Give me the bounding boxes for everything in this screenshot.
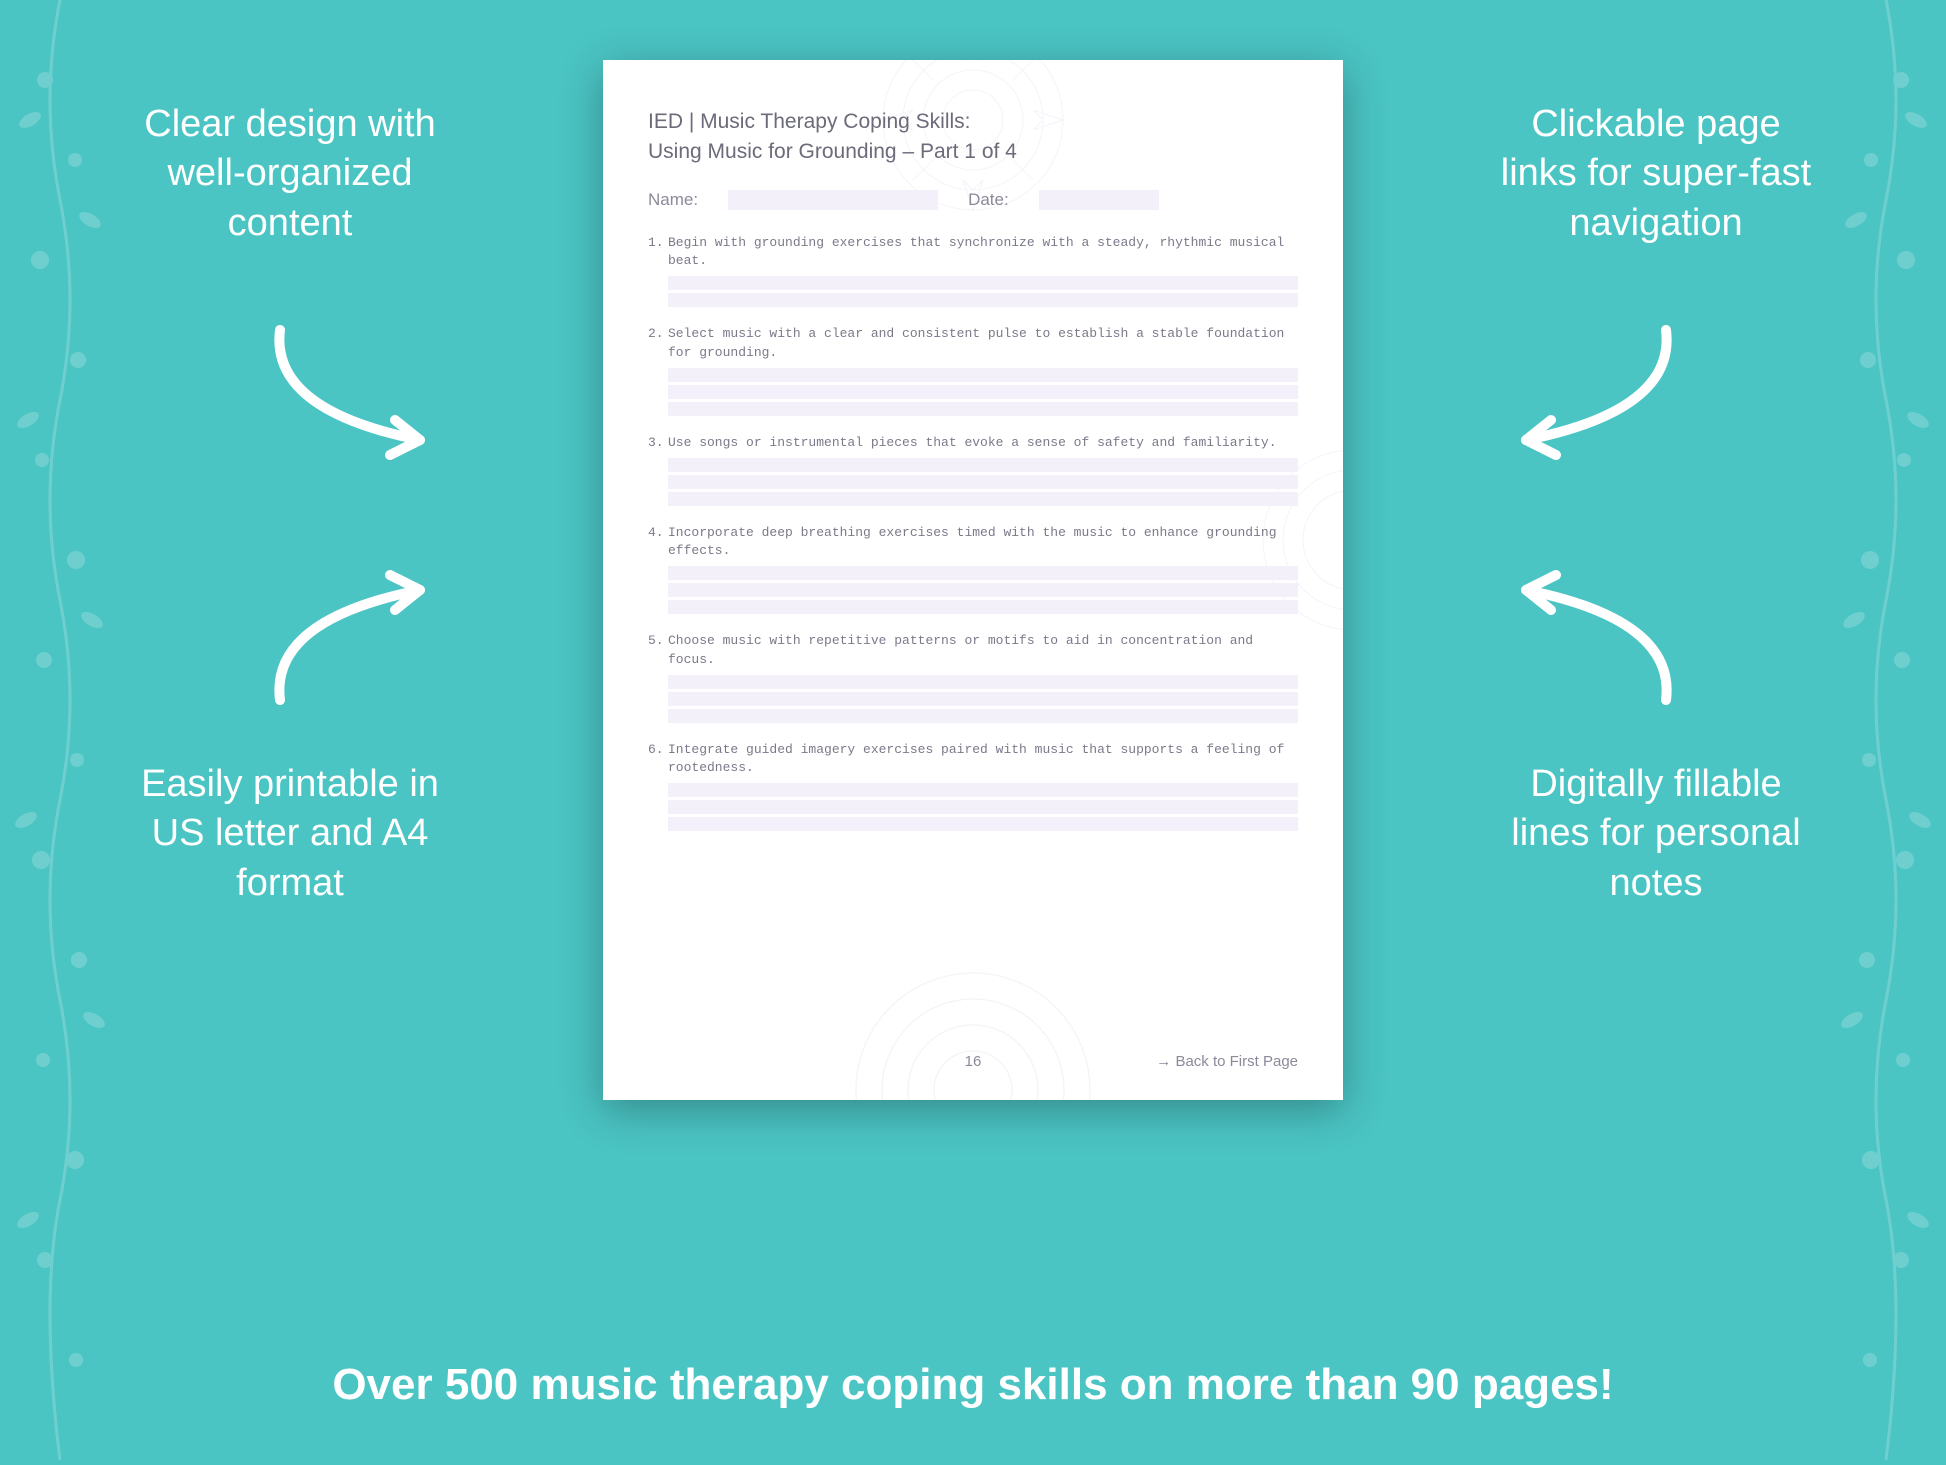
fillable-lines[interactable] (668, 458, 1298, 506)
arrow-top-left (250, 310, 470, 470)
item-number: 3. (648, 434, 668, 452)
document-preview: IED | Music Therapy Coping Skills: Using… (603, 60, 1343, 1100)
arrow-bottom-left (250, 560, 470, 720)
document-title: IED | Music Therapy Coping Skills: (648, 110, 1298, 134)
document-footer: 16 → Back to First Page (648, 1053, 1298, 1070)
document-subtitle: Using Music for Grounding – Part 1 of 4 (648, 140, 1298, 164)
worksheet-item: 4.Incorporate deep breathing exercises t… (648, 524, 1298, 614)
fillable-lines[interactable] (668, 276, 1298, 307)
fillable-lines[interactable] (668, 566, 1298, 614)
page-number: 16 (965, 1053, 982, 1070)
worksheet-item: 3.Use songs or instrumental pieces that … (648, 434, 1298, 506)
worksheet-item: 2.Select music with a clear and consiste… (648, 325, 1298, 415)
arrow-top-right (1476, 310, 1696, 470)
item-text: Integrate guided imagery exercises paire… (668, 741, 1298, 777)
fillable-lines[interactable] (668, 783, 1298, 831)
item-number: 6. (648, 741, 668, 777)
vine-decoration-right (1826, 0, 1946, 1460)
items-list: 1.Begin with grounding exercises that sy… (648, 234, 1298, 831)
item-text: Incorporate deep breathing exercises tim… (668, 524, 1298, 560)
item-number: 1. (648, 234, 668, 270)
fillable-lines[interactable] (668, 368, 1298, 416)
item-text: Begin with grounding exercises that sync… (668, 234, 1298, 270)
date-label: Date: (968, 190, 1009, 210)
back-to-first-link[interactable]: → Back to First Page (1156, 1053, 1298, 1070)
callout-top-left: Clear design with well-organized content (130, 100, 450, 248)
worksheet-item: 5.Choose music with repetitive patterns … (648, 632, 1298, 722)
mandala-decoration-bottom (843, 960, 1103, 1100)
worksheet-item: 1.Begin with grounding exercises that sy… (648, 234, 1298, 307)
item-number: 5. (648, 632, 668, 668)
callout-bottom-left: Easily printable in US letter and A4 for… (130, 760, 450, 908)
item-number: 2. (648, 325, 668, 361)
callout-top-right: Clickable page links for super-fast navi… (1496, 100, 1816, 248)
name-field[interactable] (728, 190, 938, 210)
item-text: Select music with a clear and consistent… (668, 325, 1298, 361)
date-field[interactable] (1039, 190, 1159, 210)
bottom-banner: Over 500 music therapy coping skills on … (0, 1360, 1946, 1410)
item-text: Choose music with repetitive patterns or… (668, 632, 1298, 668)
fillable-lines[interactable] (668, 675, 1298, 723)
item-number: 4. (648, 524, 668, 560)
form-row: Name: Date: (648, 190, 1298, 210)
arrow-bottom-right (1476, 560, 1696, 720)
callout-bottom-right: Digitally fillable lines for personal no… (1496, 760, 1816, 908)
name-label: Name: (648, 190, 698, 210)
worksheet-item: 6.Integrate guided imagery exercises pai… (648, 741, 1298, 831)
vine-decoration-left (0, 0, 120, 1460)
item-text: Use songs or instrumental pieces that ev… (668, 434, 1298, 452)
